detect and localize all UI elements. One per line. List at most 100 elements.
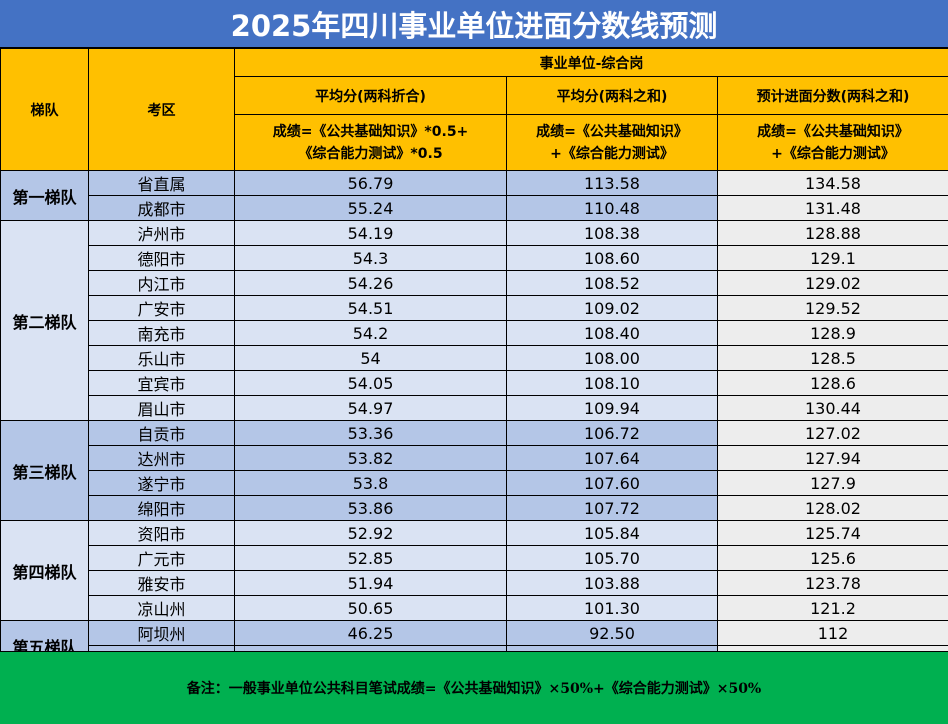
region-cell: 德阳市 [88, 245, 235, 271]
avg-scaled-cell: 54.3 [234, 245, 507, 271]
formula-line: 成绩=《公共基础知识》*0.5+ [272, 123, 469, 140]
avg-scaled-cell: 52.92 [234, 520, 507, 546]
avg-scaled-cell: 53.36 [234, 420, 507, 446]
region-cell: 绵阳市 [88, 495, 235, 521]
formula-line: +《综合能力测试》 [771, 145, 895, 162]
avg-sum-cell: 108.40 [506, 320, 718, 346]
table-body: 梯队 考区 事业单位-综合岗 平均分(两科折合) 平均分(两科之和) 预计进面分… [0, 48, 948, 671]
avg-sum-cell: 105.70 [506, 545, 718, 571]
avg-scaled-cell: 53.8 [234, 470, 507, 496]
tier-label: 第一梯队 [0, 170, 89, 221]
region-cell: 宜宾市 [88, 370, 235, 396]
formula-line: 成绩=《公共基础知识》 [536, 123, 688, 140]
avg-scaled-cell: 53.86 [234, 495, 507, 521]
predicted-cell: 129.52 [717, 295, 948, 321]
header-tier: 梯队 [0, 48, 89, 171]
region-cell: 省直属 [88, 170, 235, 196]
predicted-cell: 127.94 [717, 445, 948, 471]
avg-sum-cell: 107.72 [506, 495, 718, 521]
avg-sum-cell: 106.72 [506, 420, 718, 446]
tier-label: 第三梯队 [0, 420, 89, 521]
avg-scaled-cell: 53.82 [234, 445, 507, 471]
avg-sum-cell: 113.58 [506, 170, 718, 196]
tier-label: 第四梯队 [0, 520, 89, 621]
table-row: 绵阳市 53.86 107.72 128.02 [1, 495, 948, 521]
region-cell: 遂宁市 [88, 470, 235, 496]
table-row: 广安市 54.51 109.02 129.52 [1, 295, 948, 321]
avg-sum-cell: 108.38 [506, 220, 718, 246]
table-row: 第三梯队 自贡市 53.36 106.72 127.02 [0, 420, 948, 521]
avg-sum-cell: 110.48 [506, 195, 718, 221]
page-title: 2025年四川事业单位进面分数线预测 [0, 0, 948, 48]
table-row: 南充市 54.2 108.40 128.9 [1, 320, 948, 346]
avg-sum-cell: 107.64 [506, 445, 718, 471]
table-row: 达州市 53.82 107.64 127.94 [1, 445, 948, 471]
avg-scaled-cell: 54.19 [234, 220, 507, 246]
predicted-cell: 127.9 [717, 470, 948, 496]
table-row: 德阳市 54.3 108.60 129.1 [1, 245, 948, 271]
table-row: 宜宾市 54.05 108.10 128.6 [1, 370, 948, 396]
predicted-cell: 131.48 [717, 195, 948, 221]
table-row: 乐山市 54 108.00 128.5 [1, 345, 948, 371]
predicted-cell: 127.02 [717, 420, 948, 446]
region-cell: 达州市 [88, 445, 235, 471]
avg-scaled-cell: 54 [234, 345, 507, 371]
table-row: 第一梯队 省直属 56.79 113.58 134.58 [0, 170, 948, 221]
avg-scaled-cell: 56.79 [234, 170, 507, 196]
table-row: 雅安市 51.94 103.88 123.78 [1, 570, 948, 596]
formula-line: +《综合能力测试》 [550, 145, 674, 162]
predicted-cell: 130.44 [717, 395, 948, 421]
predicted-cell: 125.74 [717, 520, 948, 546]
header-predicted-formula: 成绩=《公共基础知识》 +《综合能力测试》 [717, 114, 948, 171]
predicted-cell: 123.78 [717, 570, 948, 596]
predicted-cell: 128.5 [717, 345, 948, 371]
header-avg-sum-formula: 成绩=《公共基础知识》 +《综合能力测试》 [506, 114, 718, 171]
region-cell: 成都市 [88, 195, 235, 221]
avg-sum-cell: 109.02 [506, 295, 718, 321]
table-row: 凉山州 50.65 101.30 121.2 [1, 595, 948, 621]
predicted-cell: 129.1 [717, 245, 948, 271]
tier-label: 第二梯队 [0, 220, 89, 421]
avg-sum-cell: 108.00 [506, 345, 718, 371]
footer-note: 备注：一般事业单位公共科目笔试成绩=《公共基础知识》×50%+《综合能力测试》×… [0, 651, 948, 724]
region-cell: 凉山州 [88, 595, 235, 621]
avg-sum-cell: 109.94 [506, 395, 718, 421]
predicted-cell: 128.9 [717, 320, 948, 346]
avg-scaled-cell: 54.26 [234, 270, 507, 296]
region-cell: 眉山市 [88, 395, 235, 421]
predicted-cell: 129.02 [717, 270, 948, 296]
region-cell: 资阳市 [88, 520, 235, 546]
table-row: 第五梯队 阿坝州 46.25 92.50 112 [0, 620, 948, 671]
avg-scaled-cell: 54.97 [234, 395, 507, 421]
table-row: 成都市 55.24 110.48 131.48 [1, 195, 948, 221]
predicted-cell: 128.02 [717, 495, 948, 521]
region-cell: 内江市 [88, 270, 235, 296]
header-avg-scaled: 平均分(两科折合) [234, 76, 507, 115]
table-row: 第二梯队 泸州市 54.19 108.38 128.88 [0, 220, 948, 421]
avg-scaled-cell: 54.05 [234, 370, 507, 396]
region-cell: 南充市 [88, 320, 235, 346]
predicted-cell: 125.6 [717, 545, 948, 571]
region-cell: 泸州市 [88, 220, 235, 246]
predicted-cell: 112 [717, 620, 948, 646]
avg-sum-cell: 108.10 [506, 370, 718, 396]
region-cell: 雅安市 [88, 570, 235, 596]
avg-sum-cell: 105.84 [506, 520, 718, 546]
avg-sum-cell: 107.60 [506, 470, 718, 496]
table-row: 眉山市 54.97 109.94 130.44 [1, 395, 948, 421]
header-avg-scaled-formula: 成绩=《公共基础知识》*0.5+ 《综合能力测试》*0.5 [234, 114, 507, 171]
header-predicted: 预计进面分数(两科之和) [717, 76, 948, 115]
avg-sum-cell: 103.88 [506, 570, 718, 596]
region-cell: 乐山市 [88, 345, 235, 371]
header-region: 考区 [88, 48, 235, 171]
formula-line: 成绩=《公共基础知识》 [757, 123, 909, 140]
avg-sum-cell: 108.60 [506, 245, 718, 271]
predicted-cell: 134.58 [717, 170, 948, 196]
avg-sum-cell: 108.52 [506, 270, 718, 296]
score-table: 梯队 考区 事业单位-综合岗 平均分(两科折合) 平均分(两科之和) 预计进面分… [0, 48, 948, 671]
avg-sum-cell: 92.50 [506, 620, 718, 646]
avg-scaled-cell: 55.24 [234, 195, 507, 221]
avg-sum-cell: 101.30 [506, 595, 718, 621]
avg-scaled-cell: 50.65 [234, 595, 507, 621]
formula-line: 《综合能力测试》*0.5 [298, 145, 443, 162]
